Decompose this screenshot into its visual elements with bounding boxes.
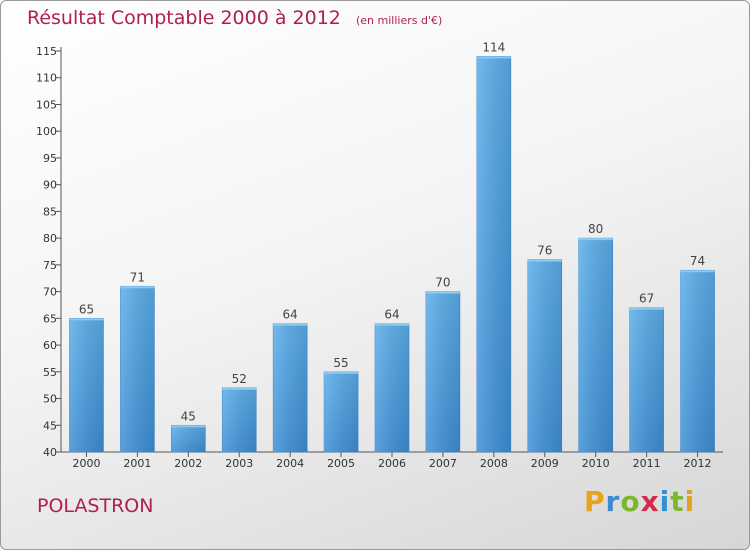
y-tick-label: 45	[43, 419, 57, 432]
x-tick-label: 2012	[684, 457, 712, 470]
bar-shade	[578, 238, 613, 452]
bars	[69, 56, 715, 453]
bar-top	[680, 270, 715, 273]
bar-top	[120, 286, 155, 289]
y-tick-label: 40	[43, 446, 57, 459]
y-tick-label: 50	[43, 393, 57, 406]
data-label: 52	[232, 372, 247, 386]
bar-top	[222, 387, 257, 390]
bar-shade	[527, 259, 562, 452]
bar-top	[629, 307, 664, 310]
x-tick-label: 2010	[582, 457, 610, 470]
x-tick-label: 2001	[123, 457, 151, 470]
brand-letter: x	[640, 485, 660, 518]
bar-shade	[69, 318, 104, 452]
bar-top	[69, 318, 104, 321]
bar-top	[273, 323, 308, 326]
chart-title: Résultat Comptable 2000 à 2012	[27, 7, 341, 29]
y-tick-label: 105	[36, 98, 57, 111]
x-tick-label: 2009	[531, 457, 559, 470]
data-label: 67	[639, 292, 654, 306]
bar-shade	[222, 387, 257, 452]
proxiti-logo[interactable]: Proxiti	[584, 485, 695, 518]
bar-top	[476, 56, 511, 59]
data-label: 45	[181, 409, 196, 423]
data-label: 55	[333, 356, 348, 370]
y-tick-label: 70	[43, 286, 57, 299]
y-tick-label: 65	[43, 312, 57, 325]
x-tick-label: 2008	[480, 457, 508, 470]
title-row: Résultat Comptable 2000 à 2012 (en milli…	[27, 7, 442, 29]
bar-shade	[120, 286, 155, 452]
bar-shade	[476, 56, 511, 452]
bar-shade	[629, 307, 664, 452]
data-label: 114	[482, 40, 505, 54]
x-tick-label: 2004	[276, 457, 304, 470]
bar-top	[425, 291, 460, 294]
x-tick-label: 2000	[72, 457, 100, 470]
data-label: 64	[283, 308, 298, 322]
bar-shade	[425, 291, 460, 452]
data-label: 80	[588, 222, 603, 236]
x-tick-label: 2005	[327, 457, 355, 470]
brand-letter: t	[670, 485, 685, 518]
bar-top	[375, 323, 409, 326]
y-tick-label: 110	[36, 72, 57, 85]
value-labels: 65 71 45 52 64 55 64 70 114 76 80 67 74	[79, 40, 705, 423]
brand-letter: P	[584, 485, 606, 518]
commune-name: POLASTRON	[37, 495, 154, 517]
y-tick-label: 75	[43, 259, 57, 272]
y-tick-label: 60	[43, 339, 57, 352]
bar-shade	[680, 270, 715, 452]
brand-letter: i	[684, 485, 696, 518]
data-label: 76	[537, 244, 552, 258]
chart-subtitle: (en milliers d'€)	[355, 14, 443, 27]
data-label: 74	[690, 254, 705, 268]
bar-shade	[375, 323, 409, 452]
y-tick-label: 55	[43, 366, 57, 379]
data-label: 64	[384, 308, 399, 322]
x-tick-label: 2011	[633, 457, 661, 470]
y-tick-label: 85	[43, 205, 57, 218]
data-label: 71	[130, 270, 145, 284]
bar-top	[324, 371, 359, 374]
bar-shade	[171, 425, 206, 452]
bar-shade	[273, 323, 308, 452]
y-tick-label: 100	[36, 125, 57, 138]
brand-letter: i	[659, 485, 671, 518]
x-tick-label: 2007	[429, 457, 457, 470]
bar-shade	[324, 371, 359, 452]
bar-top	[578, 238, 613, 241]
brand-letter: o	[620, 485, 641, 518]
bar-top	[527, 259, 562, 262]
y-tick-label: 95	[43, 152, 57, 165]
y-tick-label: 80	[43, 232, 57, 245]
data-label: 65	[79, 302, 94, 316]
data-label: 70	[435, 276, 450, 290]
x-tick-label: 2003	[225, 457, 253, 470]
x-tick-label: 2006	[378, 457, 406, 470]
bar-top	[171, 425, 206, 428]
y-tick-label: 115	[36, 45, 57, 58]
y-tick-label: 90	[43, 179, 57, 192]
x-tick-label: 2002	[174, 457, 202, 470]
brand-letter: r	[605, 485, 621, 518]
